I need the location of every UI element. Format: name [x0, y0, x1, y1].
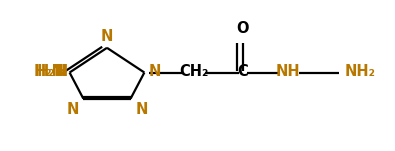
Text: H₂N: H₂N [34, 64, 65, 79]
Text: O: O [237, 21, 249, 35]
Text: NH: NH [276, 64, 300, 79]
Text: CH₂: CH₂ [179, 64, 208, 79]
Text: N: N [101, 29, 113, 44]
Text: N: N [66, 102, 79, 117]
Text: NH₂: NH₂ [345, 64, 376, 79]
Text: H: H [55, 64, 68, 79]
Text: H₂N: H₂N [37, 64, 68, 79]
Text: C: C [237, 64, 248, 79]
Text: N: N [135, 102, 148, 117]
Text: N: N [149, 64, 162, 79]
